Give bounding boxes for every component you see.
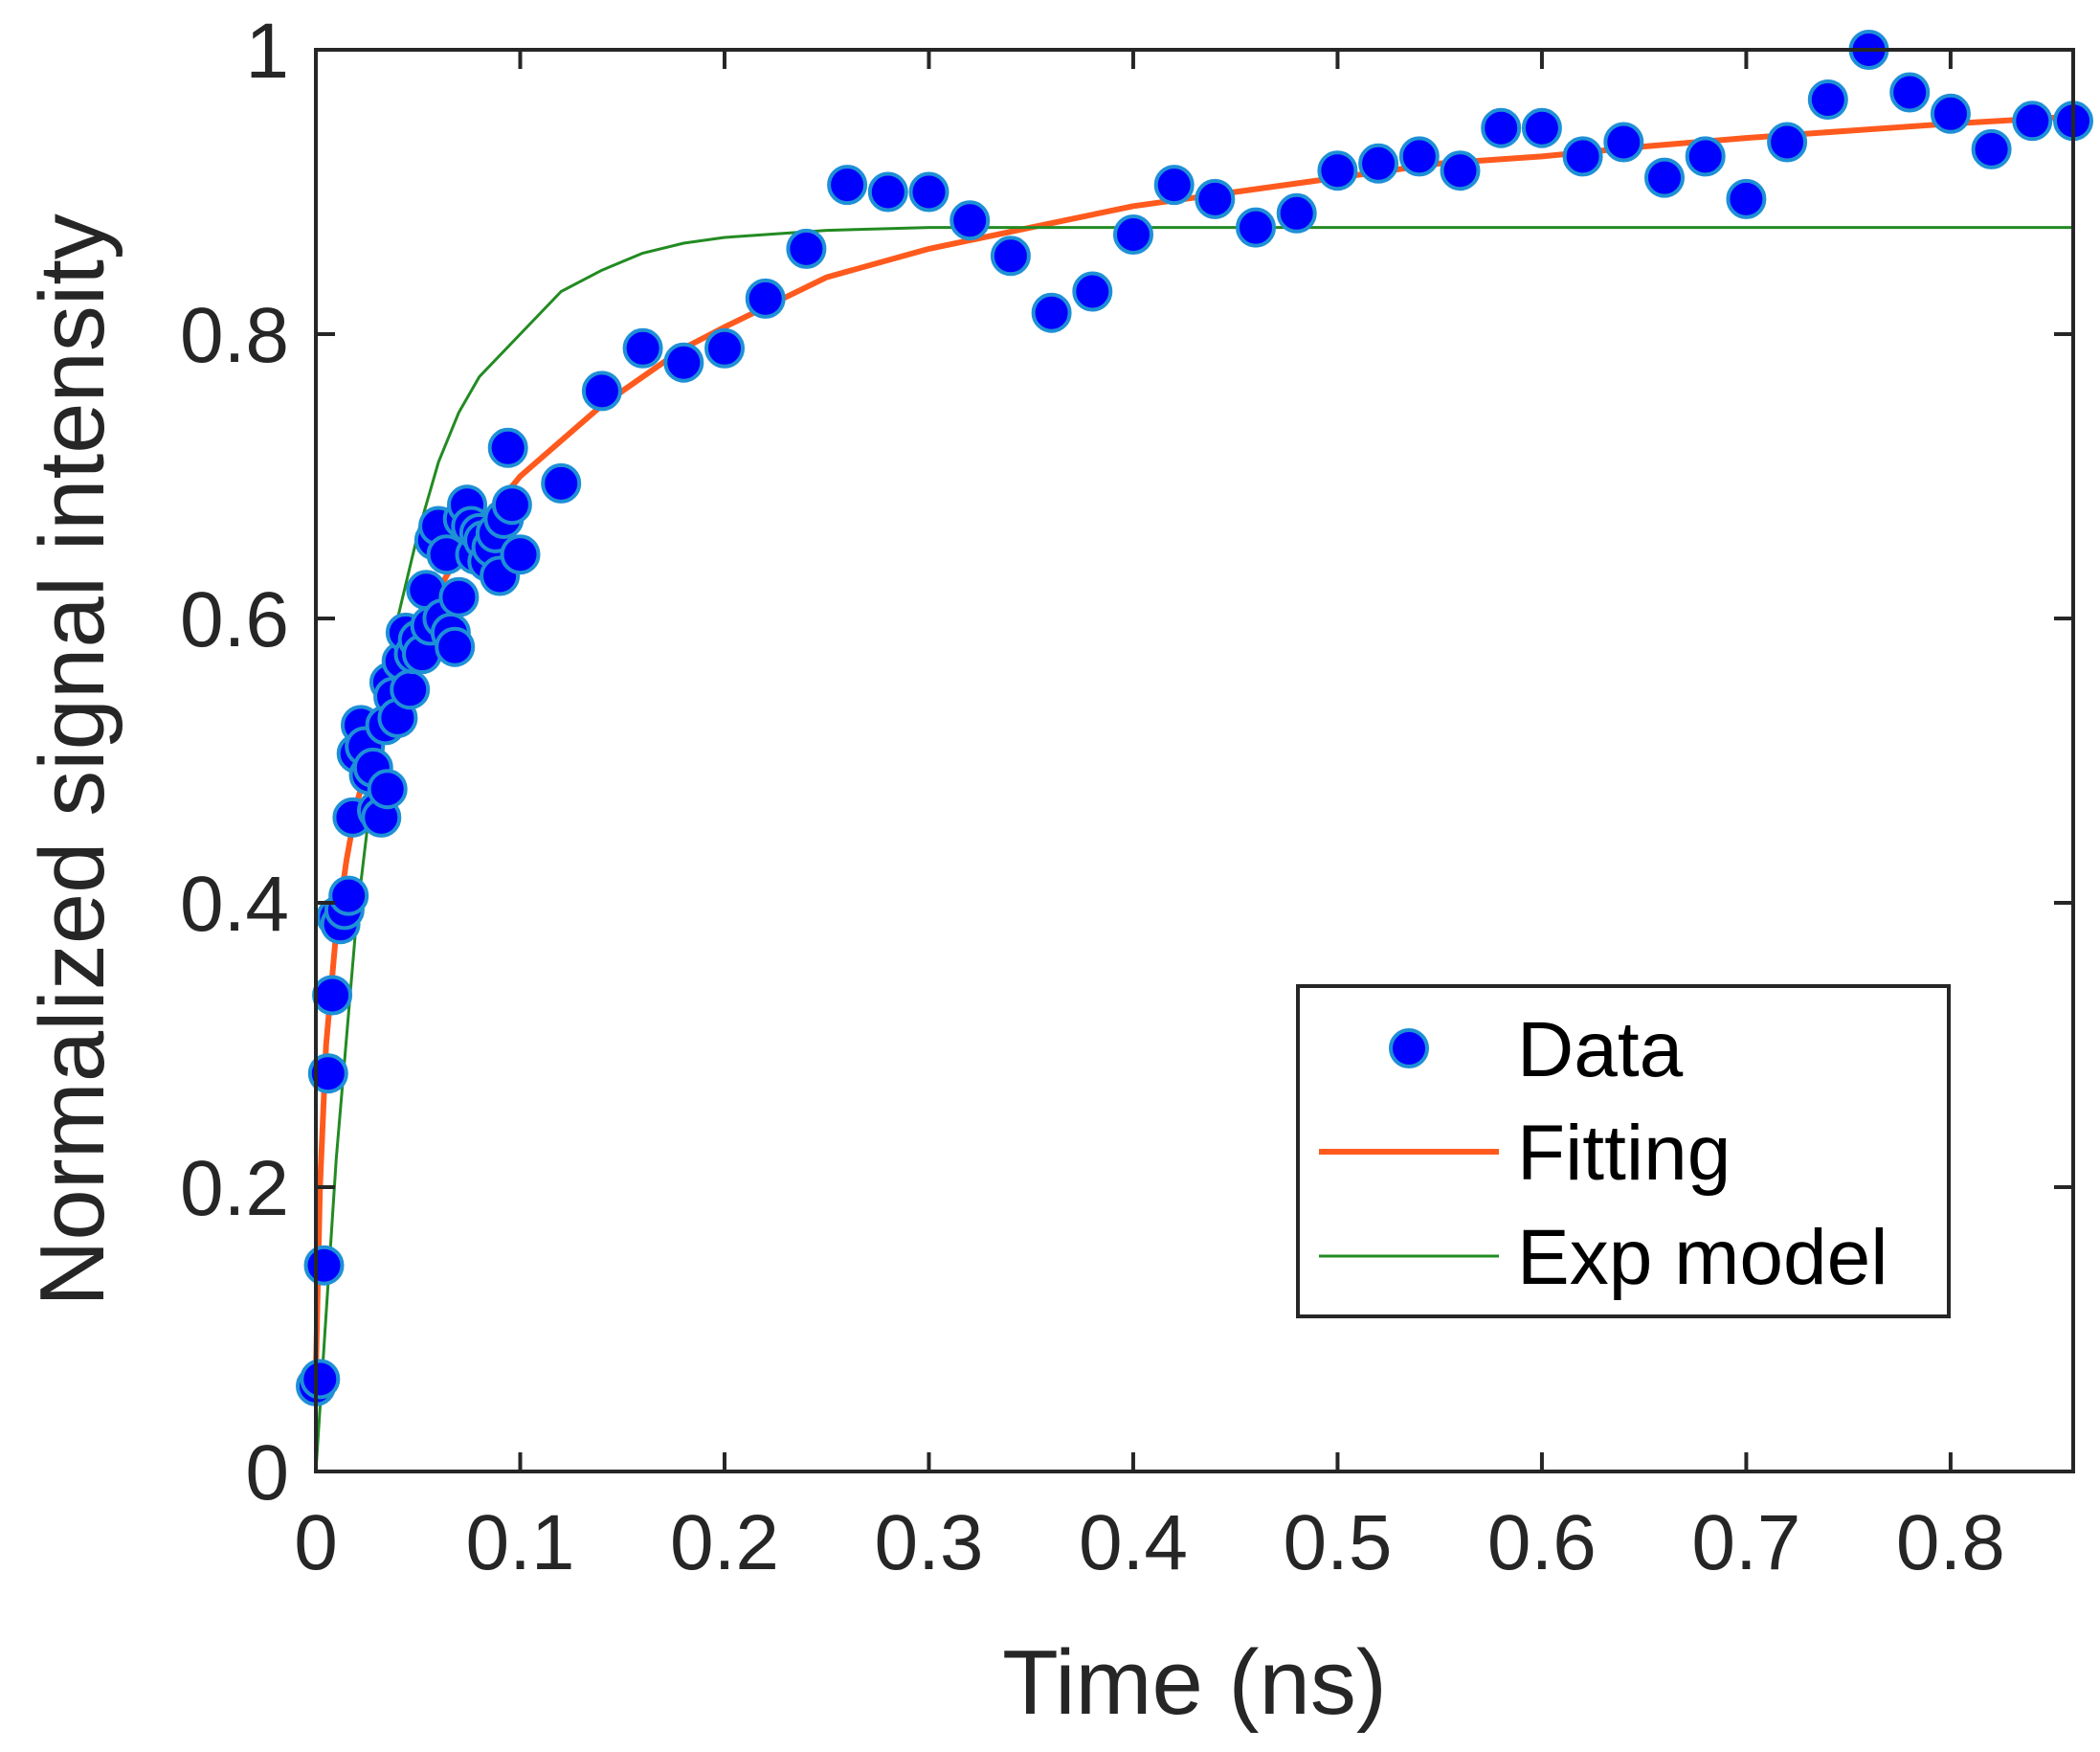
data-point [1072, 271, 1113, 312]
data-point [1807, 79, 1848, 120]
data-point [663, 342, 704, 383]
data-point [1726, 178, 1767, 219]
data-point [990, 236, 1031, 277]
x-tick-label: 0.4 [1079, 1499, 1188, 1586]
data-point [1521, 107, 1562, 148]
x-tick-label: 0.7 [1691, 1499, 1800, 1586]
data-point [581, 371, 622, 412]
x-tick-label: 0.2 [670, 1499, 779, 1586]
data-point [1603, 122, 1644, 163]
data-point [1153, 165, 1195, 206]
y-tick-label: 0.6 [180, 576, 289, 663]
data-point [1889, 72, 1931, 113]
legend-data-marker [1389, 1028, 1429, 1068]
x-tick-label: 0 [294, 1499, 338, 1586]
legend: Data Fitting Exp model [1296, 984, 1951, 1318]
data-point [867, 171, 908, 213]
data-point [1113, 214, 1153, 255]
legend-data-label: Data [1517, 1006, 1684, 1093]
data-point [1767, 122, 1808, 163]
x-tick-label: 0.8 [1896, 1499, 2005, 1586]
data-point [1481, 107, 1522, 148]
y-tick-label: 0.4 [180, 861, 289, 948]
data-point [745, 278, 786, 319]
data-point [1276, 192, 1317, 234]
data-point [390, 669, 431, 710]
data-point [367, 769, 408, 810]
data-point [949, 200, 991, 241]
x-tick-label: 0.1 [465, 1499, 574, 1586]
data-point [908, 171, 949, 213]
data-point [1317, 150, 1358, 191]
data-point [1440, 150, 1481, 191]
ticks-layer: 0 0.1 0.2 0.3 0.4 0.5 0.6 0.7 0.8 0 0.2 0.4 0.6 0.8 1 [180, 8, 2073, 1586]
y-tick-label: 0.8 [180, 292, 289, 379]
data-point [500, 534, 541, 575]
axes-box [314, 48, 2075, 1473]
data-point [541, 462, 582, 504]
data-point [307, 1053, 348, 1094]
data-point [2012, 101, 2053, 142]
y-tick-label: 0.2 [180, 1145, 289, 1232]
x-tick-label: 0.5 [1283, 1499, 1392, 1586]
data-point [312, 975, 353, 1016]
y-tick-label: 0 [245, 1429, 289, 1516]
data-point [1031, 292, 1072, 333]
data-point [1195, 178, 1236, 219]
data-point [487, 427, 528, 468]
y-tick-label: 1 [245, 8, 289, 95]
data-point [1358, 143, 1399, 184]
x-tick-label: 0.6 [1487, 1499, 1597, 1586]
y-axis-label: Normalized signal intensity [21, 213, 123, 1307]
data-point [622, 327, 663, 369]
data-point [303, 1245, 345, 1286]
data-point [1930, 93, 1971, 134]
data-point [438, 576, 480, 618]
data-point [827, 165, 868, 206]
x-axis-label: Time (ns) [1002, 1631, 1387, 1734]
data-point [300, 1359, 341, 1400]
data-point [704, 327, 745, 369]
data-point [1644, 157, 1685, 198]
data-point [328, 875, 369, 916]
data-point [1562, 136, 1603, 177]
data-point [435, 626, 476, 667]
legend-fitting-label: Fitting [1517, 1110, 1731, 1197]
series-layer [296, 30, 2093, 1473]
data-point [1685, 136, 1726, 177]
data-point [1971, 128, 2012, 169]
data-point [1398, 136, 1440, 177]
x-tick-label: 0.3 [874, 1499, 983, 1586]
data-point [1236, 207, 1276, 248]
data-point [786, 228, 827, 269]
data-point [491, 484, 532, 526]
legend-exp-model-label: Exp model [1517, 1214, 1888, 1301]
